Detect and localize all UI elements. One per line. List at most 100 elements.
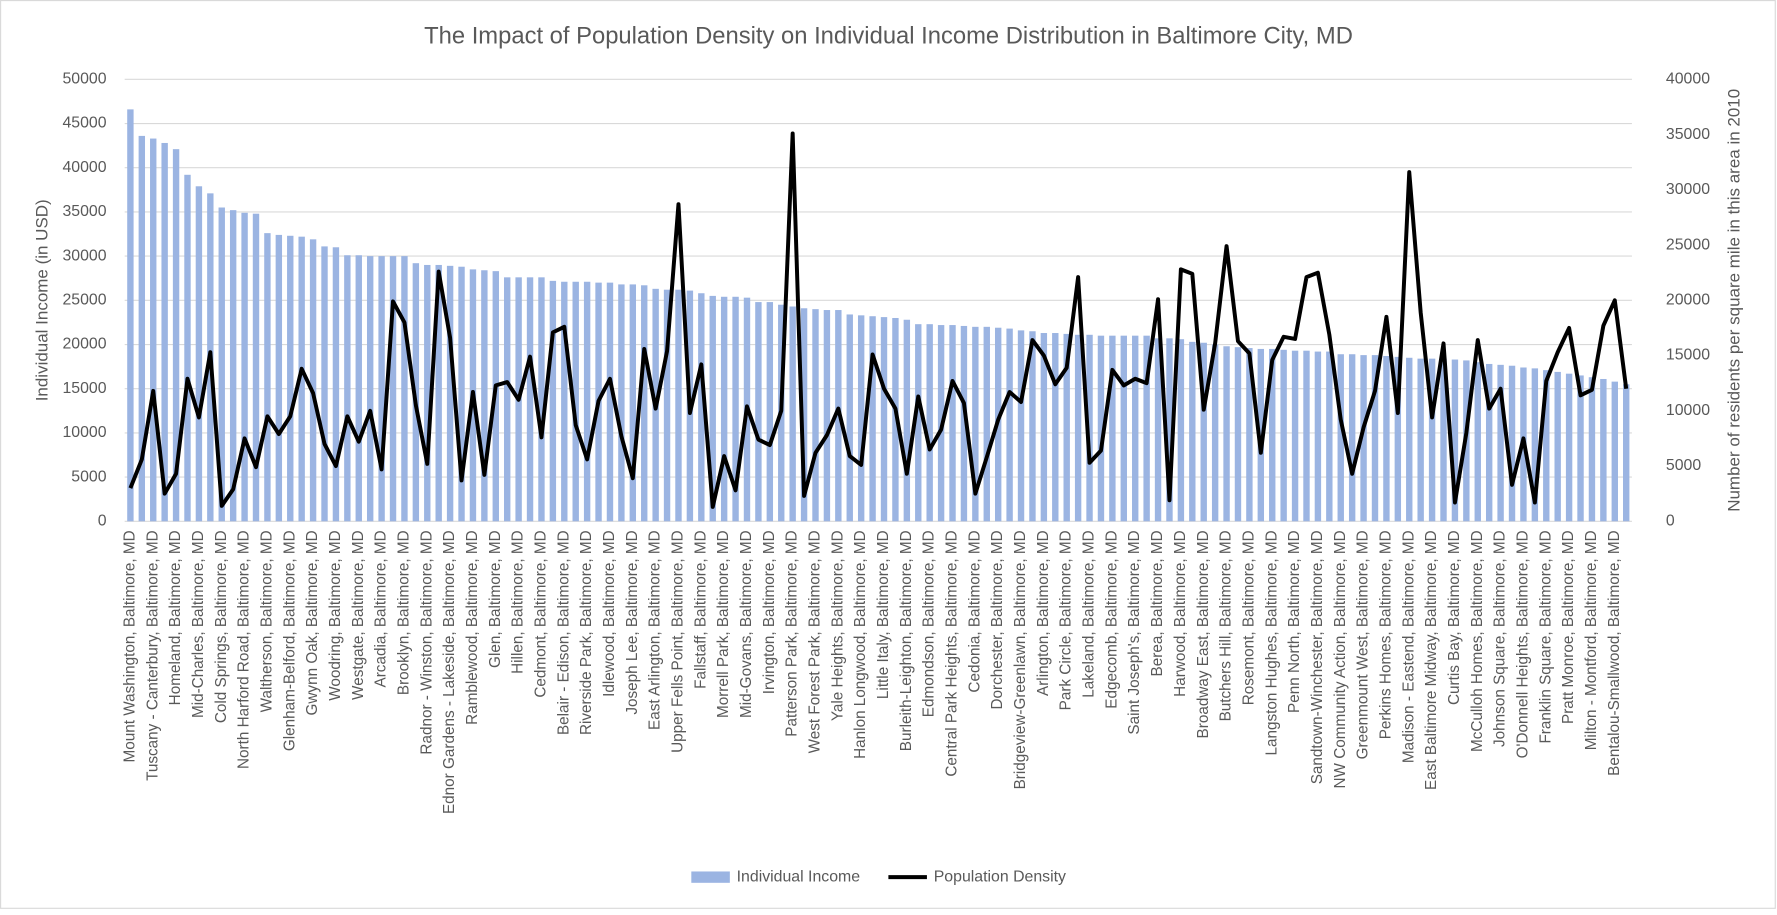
x-tick-label: East Baltimore Midway, Baltimore, MD	[1423, 530, 1440, 790]
y-tick-label: 35000	[62, 203, 106, 220]
x-tick-label: West Forest Park, Baltimore, MD	[807, 530, 824, 753]
x-tick-label: Irvington, Baltimore, MD	[761, 530, 778, 694]
x-tick-label: Milton - Montford, Baltimore, MD	[1583, 530, 1600, 750]
bar	[1063, 333, 1070, 522]
bar	[561, 281, 568, 522]
y2-tick-label: 20000	[1666, 291, 1710, 308]
legend-label: Individual Income	[737, 868, 861, 885]
x-tick-label: Bridgeview-Greenlawn, Baltimore, MD	[1012, 530, 1029, 789]
bar	[150, 138, 157, 522]
bar	[629, 284, 637, 522]
x-tick-label: Dorchester, Baltimore, MD	[989, 530, 1006, 709]
x-tick-label: Lakeland, Baltimore, MD	[1081, 530, 1098, 697]
bar	[1360, 355, 1367, 522]
bar	[195, 186, 203, 522]
bar	[1017, 330, 1025, 522]
bar	[1383, 355, 1390, 522]
bar	[675, 289, 682, 522]
bar	[241, 212, 248, 522]
bar	[332, 247, 340, 522]
x-tick-label: Langston Hughes, Baltimore, MD	[1263, 530, 1280, 755]
x-tick-label: Morrell Park, Baltimore, MD	[715, 530, 732, 718]
x-tick-label: Ednor Gardens - Lakeside, Baltimore, MD	[441, 530, 458, 814]
bar	[344, 255, 351, 522]
bar	[378, 256, 385, 522]
bar	[1611, 381, 1618, 522]
x-tick-label: Homeland, Baltimore, MD	[167, 530, 184, 705]
x-tick-label: Franklin Square, Baltimore, MD	[1537, 530, 1554, 743]
bar	[435, 264, 442, 522]
bar	[446, 265, 454, 522]
x-tick-label: McCulloh Homes, Baltimore, MD	[1469, 530, 1486, 752]
x-tick-label: Cold Springs, Baltimore, MD	[213, 530, 230, 723]
x-tick-label: Gwynn Oak, Baltimore, MD	[304, 530, 321, 715]
bar	[1474, 362, 1481, 522]
bar	[755, 302, 762, 522]
x-tick-label: Little Italy, Baltimore, MD	[875, 530, 892, 699]
x-tick-label: Hillen, Baltimore, MD	[510, 530, 527, 674]
x-tick-label: Bentalou-Smallwood, Baltimore, MD	[1606, 530, 1623, 775]
x-tick-label: Perkins Homes, Baltimore, MD	[1377, 530, 1394, 739]
x-tick-label: Tuscany - Canterbury, Baltimore, MD	[144, 530, 161, 781]
y2-tick-label: 0	[1666, 512, 1675, 529]
bar	[1303, 350, 1310, 522]
bar	[127, 109, 134, 522]
bar	[572, 281, 579, 522]
bar	[389, 256, 397, 522]
x-tick-label: East Arlington, Baltimore, MD	[647, 530, 664, 730]
x-tick-label: Sandtown-Winchester, Baltimore, MD	[1309, 530, 1326, 784]
x-tick-label: NW Community Action, Baltimore, MD	[1332, 530, 1349, 788]
bar	[709, 295, 716, 522]
x-tick-label: Ramblewood, Baltimore, MD	[464, 530, 481, 724]
bar	[366, 256, 374, 522]
x-tick-label: Mid-Charles, Baltimore, MD	[190, 530, 207, 718]
y-tick-label: 50000	[62, 71, 106, 88]
bar	[663, 289, 671, 522]
x-tick-label: Westgate, Baltimore, MD	[350, 530, 367, 700]
x-tick-label: Butchers Hill, Baltimore, MD	[1218, 530, 1235, 721]
bar	[732, 296, 739, 522]
y2-tick-label: 30000	[1666, 181, 1710, 198]
bar	[458, 266, 465, 522]
bar	[949, 325, 956, 522]
bar	[1132, 335, 1139, 522]
y2-tick-label: 35000	[1666, 126, 1710, 143]
x-tick-label: Saint Joseph's, Baltimore, MD	[1126, 530, 1143, 734]
y-axis-title: Individual Income (in USD)	[33, 199, 52, 401]
x-tick-label: Madison - Eastend, Baltimore, MD	[1400, 530, 1417, 763]
bar	[960, 325, 968, 522]
x-tick-label: Burleith-Leighton, Baltimore, MD	[898, 530, 915, 751]
bar	[1326, 351, 1333, 522]
bar	[424, 264, 431, 522]
bar	[1440, 358, 1447, 522]
bar	[1291, 350, 1299, 522]
y2-tick-label: 5000	[1666, 457, 1701, 474]
x-tick-label: Broadway East, Baltimore, MD	[1195, 530, 1212, 738]
bar	[138, 135, 146, 522]
x-tick-label: Joseph Lee, Baltimore, MD	[624, 530, 641, 714]
bar	[1428, 358, 1436, 522]
bar	[1485, 363, 1493, 522]
x-tick-label: Rosemont, Baltimore, MD	[1240, 530, 1257, 705]
bar	[1269, 348, 1276, 522]
bar	[1177, 339, 1185, 522]
x-tick-label: Patterson Park, Baltimore, MD	[784, 530, 801, 736]
x-tick-label: Johnson Square, Baltimore, MD	[1492, 530, 1509, 747]
bar	[1200, 342, 1207, 522]
bar	[1280, 349, 1287, 522]
bar	[161, 142, 168, 522]
bar	[218, 207, 225, 522]
bar	[1348, 354, 1356, 522]
x-tick-label: Hanlon Longwood, Baltimore, MD	[852, 530, 869, 759]
bar	[1040, 333, 1048, 522]
chart-title: The Impact of Population Density on Indi…	[424, 23, 1353, 50]
x-tick-label: Penn North, Baltimore, MD	[1286, 530, 1303, 713]
bar	[606, 282, 614, 522]
bar	[1371, 355, 1379, 522]
bar	[800, 308, 808, 522]
bar	[583, 281, 591, 522]
x-tick-label: Central Park Heights, Baltimore, MD	[944, 530, 961, 776]
y-tick-label: 25000	[62, 291, 106, 308]
bar	[698, 293, 705, 522]
bar	[857, 315, 865, 522]
